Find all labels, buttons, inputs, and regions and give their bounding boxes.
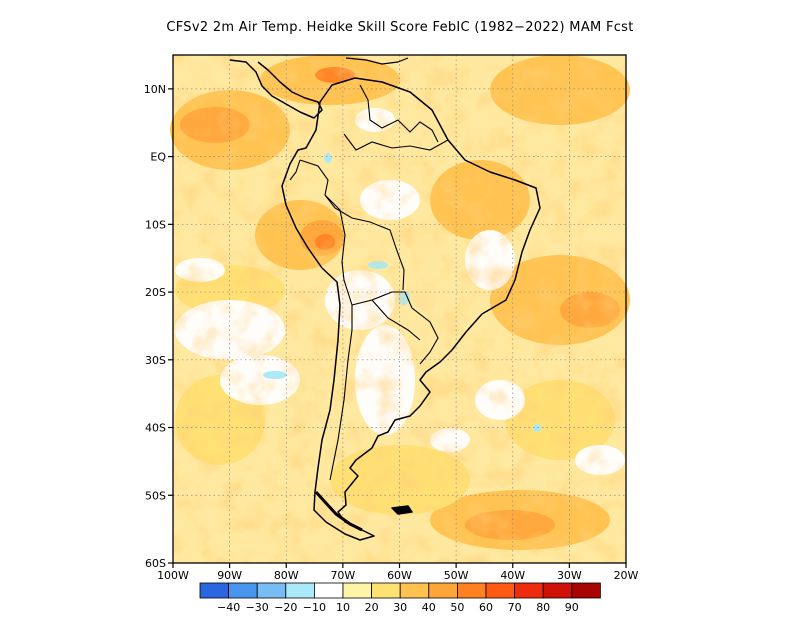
colorbar-swatch (342, 582, 373, 599)
lon-label: 80W (274, 569, 299, 582)
lon-label: 40W (500, 569, 525, 582)
colorbar-swatch (371, 582, 401, 599)
colorbar-label: 50 (450, 601, 464, 614)
latitude-labels: 10N EQ 10S 20S 30S 40S 50S 60S (144, 83, 167, 570)
lon-label: 100W (157, 569, 189, 582)
colorbar-label: −20 (274, 601, 297, 614)
coastlines (229, 57, 541, 541)
colorbar-label: 90 (565, 601, 579, 614)
colorbar-swatch (199, 582, 230, 599)
falklands (391, 505, 413, 515)
colorbar-swatch (256, 582, 287, 599)
lon-label: 90W (217, 569, 242, 582)
lon-label: 50W (444, 569, 469, 582)
colorbar-label: −40 (217, 601, 240, 614)
colorbar-swatch (571, 582, 601, 599)
tierra-del-fuego (314, 490, 363, 532)
colorbar-swatch (399, 582, 430, 599)
lat-label: EQ (150, 151, 166, 164)
country-borders (289, 84, 449, 481)
lat-label: 40S (145, 422, 166, 435)
colorbar-swatch (285, 582, 315, 599)
colorbar-label: 10 (336, 601, 350, 614)
lat-label: 10S (145, 218, 166, 231)
shaded-field (170, 55, 630, 563)
central-america-outline (229, 59, 323, 119)
axis-ticks (168, 88, 627, 568)
colorbar-swatch (313, 582, 344, 599)
lat-label: 10N (144, 83, 166, 96)
colorbar-swatch (514, 582, 544, 599)
lat-label: 20S (145, 286, 166, 299)
lat-label: 50S (145, 489, 166, 502)
colorbar-swatch (542, 582, 573, 599)
colorbar-label: 70 (508, 601, 522, 614)
lon-label: 70W (330, 569, 355, 582)
colorbar-label: 60 (479, 601, 493, 614)
caribbean-coast (345, 57, 409, 65)
colorbar-label: −10 (303, 601, 326, 614)
colorbar (199, 582, 601, 599)
colorbar-label: 80 (536, 601, 550, 614)
lat-label: 60S (145, 557, 166, 570)
colorbar-label: 40 (422, 601, 436, 614)
longitude-labels: 100W 90W 80W 70W 60W 50W 40W 30W 20W (157, 569, 638, 582)
colorbar-swatch (428, 582, 458, 599)
colorbar-label: 30 (393, 601, 407, 614)
lat-label: 30S (145, 354, 166, 367)
colorbar-labels: −40 −30 −20 −10 10 20 30 40 50 60 70 80 90 (217, 601, 579, 614)
colorbar-swatch (485, 582, 516, 599)
colorbar-label: 20 (365, 601, 379, 614)
south-america-outline (281, 77, 541, 541)
colorbar-swatch (228, 582, 258, 599)
colorbar-swatch (456, 582, 487, 599)
colorbar-label: −30 (246, 601, 269, 614)
lon-label: 20W (614, 569, 639, 582)
map-title: CFSv2 2m Air Temp. Heidke Skill Score Fe… (166, 20, 634, 35)
lon-label: 60W (387, 569, 412, 582)
lon-label: 30W (557, 569, 582, 582)
